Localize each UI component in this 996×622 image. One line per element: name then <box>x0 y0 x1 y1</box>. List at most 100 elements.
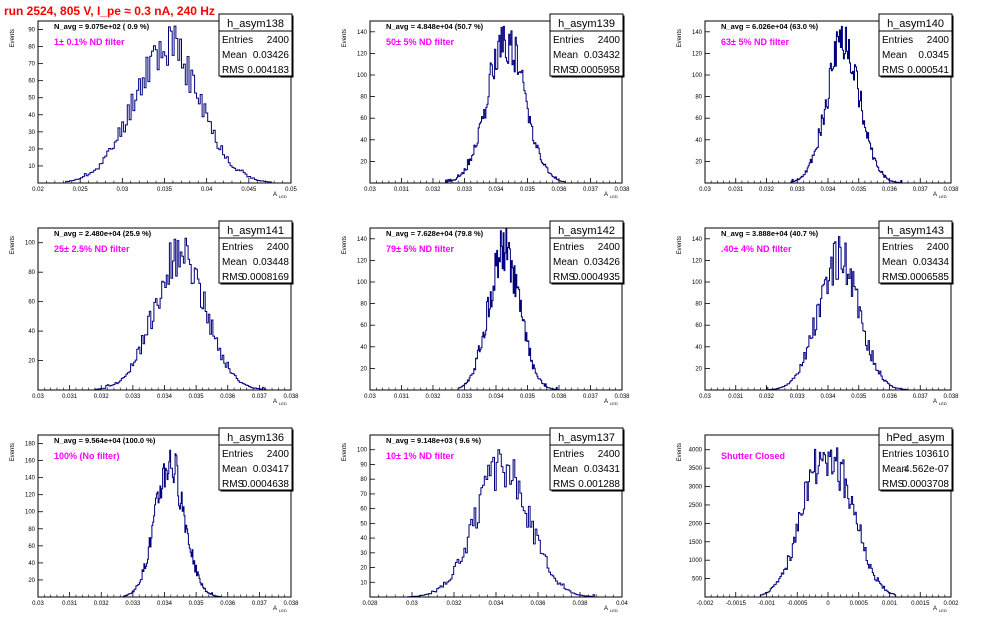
stats-entries-value: 2400 <box>927 242 950 253</box>
x-tick-label: 0.037 <box>583 187 599 193</box>
y-axis-title: Events <box>342 236 348 254</box>
x-tick-label: 0.035 <box>520 394 536 400</box>
stats-rms-value: 0.0004638 <box>242 479 290 490</box>
x-tick-label: 0.032 <box>94 394 110 400</box>
x-tick-label: 0.03 <box>116 187 128 193</box>
histogram-name: h_asym138 <box>227 18 284 30</box>
x-tick-label: 0.001 <box>882 601 898 607</box>
x-tick-label: 0.03 <box>32 394 44 400</box>
x-tick-label: 0.038 <box>943 187 959 193</box>
x-axis-title: A <box>273 192 277 198</box>
x-tick-label: 0.0015 <box>911 601 930 607</box>
y-tick-label: 120 <box>25 493 36 499</box>
x-tick-label: 0.038 <box>283 394 299 400</box>
histogram-line <box>65 25 272 183</box>
x-tick-label: 0.037 <box>252 601 268 607</box>
y-tick-label: 100 <box>692 73 703 79</box>
y-tick-label: 1500 <box>689 540 703 546</box>
stats-entries-value: 2400 <box>598 35 621 46</box>
x-tick-label: 0.032 <box>446 601 462 607</box>
x-tick-label: 0.033 <box>457 394 473 400</box>
histogram-line <box>94 237 267 390</box>
y-tick-label: 1000 <box>689 558 703 564</box>
stats-mean-label: Mean <box>553 50 578 61</box>
x-axis-title-sub: LED <box>279 608 287 613</box>
panel-h_asym140: 0.03 0.031 0.032 0.033 0.034 0.035 0.036 0.037 0… <box>677 13 959 199</box>
x-tick-label: 0.033 <box>457 187 473 193</box>
y-tick-label: 60 <box>360 116 367 122</box>
stats-rms-value: 0.0005958 <box>573 65 621 76</box>
x-axis-title-sub: LED <box>610 608 618 613</box>
stats-rms-value: 0.0003708 <box>902 479 950 490</box>
stats-entries-label: Entries <box>882 242 913 253</box>
x-tick-label: 0.03 <box>699 394 711 400</box>
stats-rms-value: 0.004183 <box>247 65 289 76</box>
histogram-line <box>759 447 897 597</box>
x-tick-label: 0.031 <box>62 601 78 607</box>
y-tick-label: 80 <box>28 45 35 51</box>
filter-annotation: 79± 5% ND filter <box>386 244 454 254</box>
stats-mean-label: Mean <box>882 257 907 268</box>
x-tick-label: 0.035 <box>189 394 205 400</box>
x-axis-title: A <box>604 192 608 198</box>
y-tick-label: 20 <box>28 147 35 153</box>
y-axis-title: Events <box>10 29 16 47</box>
x-axis-title: A <box>933 399 937 405</box>
y-tick-label: 4000 <box>689 448 703 454</box>
stats-mean-value: 0.03417 <box>253 464 290 475</box>
x-tick-label: 0.031 <box>728 187 744 193</box>
y-tick-label: 20 <box>360 566 367 572</box>
x-axis-title-sub: LED <box>610 194 618 199</box>
x-tick-label: 0.035 <box>520 187 536 193</box>
y-tick-label: 40 <box>360 345 367 351</box>
y-tick-label: 140 <box>692 30 703 36</box>
y-tick-label: 60 <box>28 79 35 85</box>
n-avg-label: N_avg = 9.148e+03 ( 9.6 %) <box>386 436 482 445</box>
stats-entries-label: Entries <box>553 242 584 253</box>
filter-annotation: 50± 5% ND filter <box>386 37 454 47</box>
histogram-name: h_asym139 <box>558 18 615 30</box>
x-tick-label: 0.04 <box>201 187 213 193</box>
stats-box <box>549 444 624 491</box>
y-tick-label: 80 <box>28 527 35 533</box>
x-tick-label: -0.0005 <box>787 601 808 607</box>
x-tick-label: 0.034 <box>157 394 173 400</box>
stats-mean-label: Mean <box>882 464 907 475</box>
stats-mean-value: 0.03434 <box>913 257 950 268</box>
y-tick-label: 60 <box>695 323 702 329</box>
x-tick-label: 0.034 <box>488 394 504 400</box>
stats-entries-label: Entries <box>222 449 253 460</box>
stats-mean-label: Mean <box>222 257 247 268</box>
y-tick-label: 20 <box>28 578 35 584</box>
y-tick-label: 80 <box>695 302 702 308</box>
x-tick-label: 0.034 <box>488 187 504 193</box>
x-tick-label: 0.0005 <box>850 601 869 607</box>
n-avg-label: N_avg = 3.888e+04 (40.7 %) <box>721 229 819 238</box>
x-tick-label: 0.037 <box>252 394 268 400</box>
x-tick-label: 0.04 <box>616 601 628 607</box>
x-tick-label: 0.032 <box>94 601 110 607</box>
y-tick-label: 40 <box>28 329 35 335</box>
stats-mean-value: 4.562e-07 <box>904 464 949 475</box>
filter-annotation: .40± 4% ND filter <box>721 244 792 254</box>
n-avg-label: N_avg = 4.848e+04 (50.7 %) <box>386 22 484 31</box>
y-tick-label: 180 <box>25 442 36 448</box>
x-tick-label: 0.035 <box>189 601 205 607</box>
histogram-name: h_asym141 <box>227 225 284 237</box>
y-tick-label: 60 <box>28 300 35 306</box>
y-tick-label: 10 <box>360 580 367 586</box>
x-tick-label: 0.034 <box>157 601 173 607</box>
stats-entries-value: 2400 <box>598 242 621 253</box>
stats-mean-value: 0.03448 <box>253 257 290 268</box>
x-tick-label: 0.033 <box>790 394 806 400</box>
panel-h_asym139: 0.03 0.031 0.032 0.033 0.034 0.035 0.036 0.037 0… <box>342 13 630 199</box>
y-tick-label: 3000 <box>689 485 703 491</box>
y-tick-label: 90 <box>360 462 367 468</box>
y-tick-label: 120 <box>357 258 368 264</box>
x-axis-title: A <box>273 399 277 405</box>
y-tick-label: 70 <box>28 62 35 68</box>
y-tick-label: 120 <box>692 51 703 57</box>
x-tick-label: 0.032 <box>759 394 775 400</box>
stats-rms-value: 0.0004935 <box>573 272 621 283</box>
x-tick-label: 0.05 <box>285 187 297 193</box>
